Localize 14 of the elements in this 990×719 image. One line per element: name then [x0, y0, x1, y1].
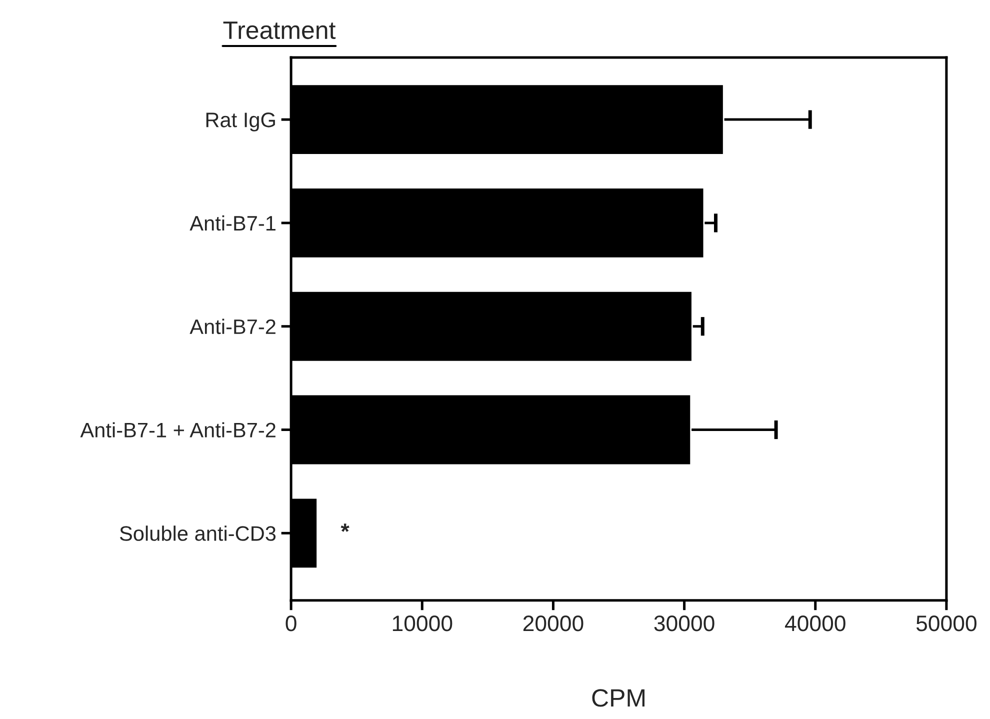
y-axis-title: Treatment	[223, 22, 336, 40]
annotation: *	[340, 524, 350, 532]
x-tick-label: 20000	[523, 616, 584, 632]
x-tick-label: 50000	[916, 616, 976, 632]
x-tick-label: 40000	[784, 616, 846, 632]
y-tick-label: Anti-B7-2	[190, 318, 276, 334]
y-tick-label: Soluble anti-CD3	[120, 526, 276, 541]
y-tick-label: Anti-B7-1 + Anti-B7-2	[80, 422, 276, 438]
x-tick-label: 0	[286, 616, 296, 632]
y-tick-label: Anti-B7-1	[190, 215, 276, 231]
y-tick-label: Rat IgG	[206, 112, 275, 132]
x-axis-title: CPM	[592, 689, 644, 707]
x-tick-label: 30000	[654, 616, 714, 632]
x-tick-label: 10000	[392, 616, 452, 632]
